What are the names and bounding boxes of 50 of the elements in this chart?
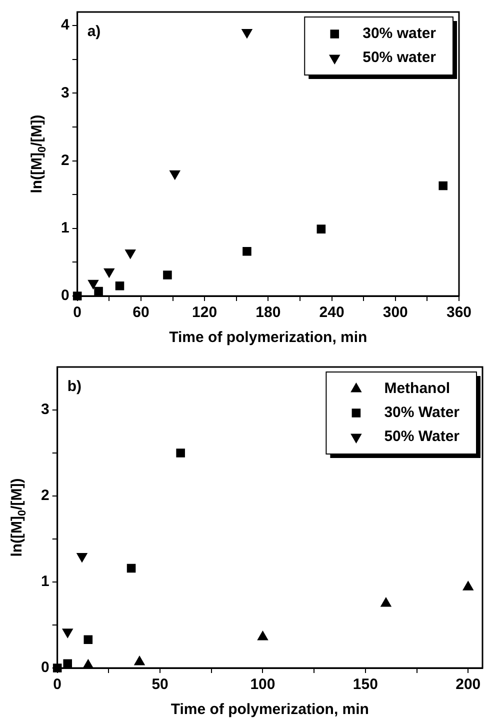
x-tick-label: 60 — [132, 304, 150, 322]
legend-label: 30% Water — [384, 404, 460, 422]
x-axis-title: Time of polymerization, min — [170, 701, 369, 718]
point — [115, 281, 124, 290]
x-tick-label: 180 — [256, 304, 281, 322]
y-tick-label: 0 — [41, 659, 50, 676]
point — [104, 268, 114, 278]
point — [163, 270, 172, 280]
point — [170, 170, 180, 180]
x-tick-label: 100 — [250, 676, 276, 694]
y-tick-label: 2 — [61, 152, 70, 169]
point — [242, 246, 252, 256]
x-tick-label: 200 — [456, 676, 481, 694]
point — [257, 631, 268, 640]
y-tick-label: 3 — [61, 84, 70, 102]
y-tick-label: 2 — [41, 487, 50, 504]
y-axis-title: ln([M]0/[M]) — [28, 114, 48, 194]
point — [63, 659, 72, 668]
y-tick-label: 3 — [41, 401, 50, 418]
point — [242, 29, 252, 38]
y-tick-label: 1 — [41, 573, 50, 590]
legend-label: 30% water — [362, 25, 436, 42]
x-axis-title: Time of polymerization, min — [169, 329, 368, 346]
point — [380, 598, 392, 607]
point — [125, 249, 136, 259]
legend-label: Methanol — [384, 380, 450, 398]
x-tick-label: 360 — [446, 304, 472, 322]
point — [134, 656, 145, 666]
point — [176, 448, 185, 458]
legend-label: 50% Water — [384, 428, 460, 446]
y-tick-label: 1 — [61, 220, 70, 237]
point — [438, 181, 448, 190]
x-tick-label: 0 — [73, 304, 82, 322]
y-axis-title: ln([M]0/[M]) — [8, 478, 28, 557]
y-tick-label: 0 — [61, 287, 70, 304]
y-tick-label: 4 — [61, 16, 70, 34]
x-tick-label: 240 — [319, 304, 344, 322]
annotation: b) — [67, 378, 82, 396]
point — [316, 224, 326, 234]
x-tick-label: 300 — [382, 304, 408, 322]
point — [462, 581, 474, 590]
point — [126, 564, 136, 573]
x-tick-label: 50 — [152, 676, 168, 694]
legend-label: 50% water — [362, 49, 436, 66]
point — [84, 635, 93, 644]
point — [88, 280, 99, 290]
point — [94, 286, 103, 296]
x-tick-label: 150 — [352, 676, 378, 694]
x-tick-label: 120 — [192, 304, 218, 322]
annotation: a) — [87, 23, 101, 40]
